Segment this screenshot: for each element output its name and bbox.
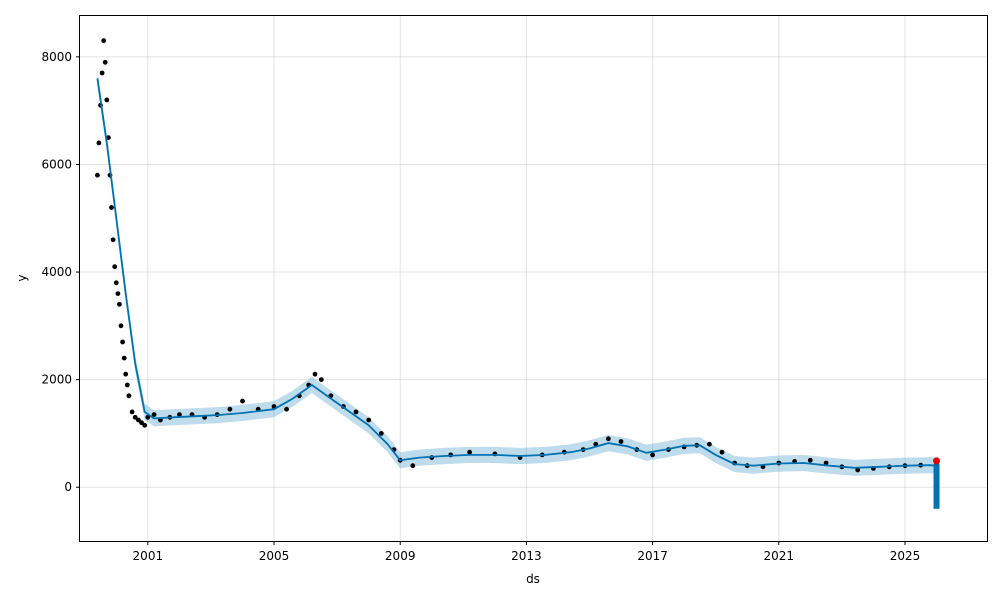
observed-point xyxy=(129,409,135,415)
highlight-point-group xyxy=(933,457,940,465)
y-tick-label: 8000 xyxy=(41,50,72,64)
observed-point xyxy=(117,301,122,307)
uncertainty-interval xyxy=(97,70,937,515)
observed-point xyxy=(227,406,233,412)
observed-point xyxy=(136,417,141,423)
observed-point xyxy=(378,431,384,436)
forecast-line xyxy=(96,78,938,506)
observed-point xyxy=(719,449,725,455)
observed-point xyxy=(104,97,110,103)
observed-point xyxy=(99,70,105,76)
observed-point xyxy=(593,441,599,447)
observed-point xyxy=(118,323,124,329)
observed-point xyxy=(318,377,324,382)
observed-point xyxy=(312,371,318,377)
observed-point xyxy=(410,463,416,469)
observed-point xyxy=(284,406,289,412)
observed-point xyxy=(145,414,151,420)
y-axis-ticks: 0 2000 4000 6000 8000 xyxy=(41,50,80,494)
observed-point xyxy=(115,291,121,296)
x-tick-label: 2005 xyxy=(259,549,290,563)
observed-point xyxy=(120,339,125,345)
observed-point xyxy=(121,355,127,361)
forecast-line-group xyxy=(96,78,940,509)
observed-point xyxy=(353,409,359,415)
observed-point xyxy=(112,264,118,270)
observed-point xyxy=(102,59,108,65)
observed-point xyxy=(132,414,138,420)
observed-point xyxy=(467,449,472,455)
x-axis-label: ds xyxy=(526,572,540,586)
x-tick-label: 2013 xyxy=(511,549,542,563)
x-tick-label: 2021 xyxy=(764,549,795,563)
observed-point xyxy=(106,135,111,141)
x-axis-ticks: 2001 2005 2009 2013 2017 2021 2025 xyxy=(133,541,921,563)
observed-point xyxy=(113,280,119,286)
y-tick-label: 2000 xyxy=(41,373,72,387)
observed-point xyxy=(95,172,100,178)
y-tick-label: 4000 xyxy=(41,265,72,279)
observed-point xyxy=(123,371,129,377)
observed-point xyxy=(142,422,148,428)
observed-point xyxy=(109,205,114,210)
observed-point xyxy=(126,393,132,399)
observed-point xyxy=(96,140,102,146)
observed-point xyxy=(707,441,712,447)
x-tick-label: 2001 xyxy=(133,549,164,563)
observed-point xyxy=(855,467,861,473)
observed-point xyxy=(101,38,107,44)
observed-point xyxy=(177,412,182,417)
grid-lines xyxy=(80,16,987,541)
y-tick-label: 6000 xyxy=(41,157,72,171)
observed-point xyxy=(240,398,245,404)
observed-point xyxy=(151,412,157,417)
y-tick-label: 0 xyxy=(64,480,72,494)
observed-point xyxy=(139,420,144,426)
observed-point xyxy=(366,417,372,423)
observed-point xyxy=(606,436,611,442)
uncertainty-band xyxy=(97,70,937,515)
observed-point xyxy=(110,237,116,243)
observed-point xyxy=(823,460,829,466)
y-axis-label: y xyxy=(15,274,29,281)
plot-frame xyxy=(79,15,988,542)
x-tick-label: 2017 xyxy=(637,549,668,563)
x-tick-label: 2009 xyxy=(385,549,416,563)
x-tick-label: 2025 xyxy=(890,549,921,563)
observed-point xyxy=(650,452,655,458)
highlight-point xyxy=(933,457,940,465)
observed-point xyxy=(618,439,624,444)
observed-point xyxy=(124,382,130,388)
observed-point xyxy=(807,457,813,463)
